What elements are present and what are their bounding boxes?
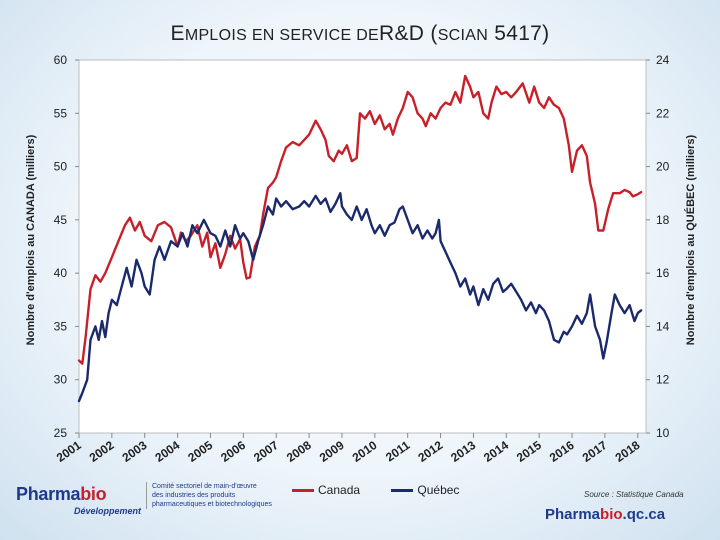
website-url[interactable]: Pharmabio.qc.ca: [545, 506, 665, 523]
right-tick-label: 18: [656, 213, 670, 227]
x-tick-label: 2012: [415, 438, 445, 465]
right-tick-label: 22: [656, 106, 670, 120]
right-axis-title: Nombre d'emplois au QUÉBEC (milliers): [684, 134, 697, 345]
legend-swatch-canada: [292, 489, 314, 493]
left-axis-ticks: 25 30 35 40 45 50 55 60: [54, 53, 79, 440]
x-tick-label: 2010: [350, 438, 380, 465]
logo-desc-line-1: Comité sectoriel de main-d'œuvre: [152, 483, 257, 490]
x-tick-label: 2011: [383, 438, 413, 465]
x-tick-label: 2014: [481, 438, 511, 465]
x-tick-label: 2015: [514, 438, 544, 465]
logo-subtitle: Développement: [74, 506, 142, 516]
x-tick-label: 2002: [87, 438, 117, 465]
title-end: 5417): [488, 22, 550, 45]
left-tick-label: 50: [54, 160, 68, 174]
x-tick-label: 2018: [613, 438, 643, 465]
right-tick-label: 12: [656, 373, 670, 387]
plot-area: [78, 59, 647, 434]
logo-desc-line-2: des industries des produits: [152, 492, 236, 499]
logo-desc-line-3: pharmaceutiques et biotechnologiques: [152, 501, 272, 508]
right-tick-label: 16: [656, 266, 670, 280]
x-tick-label: 2005: [185, 438, 215, 465]
title-smallcaps-2: SCIAN: [437, 27, 489, 44]
legend-swatch-quebec: [391, 489, 414, 493]
left-tick-label: 30: [54, 373, 68, 387]
chart-legend: Canada Québec: [292, 483, 487, 497]
chart-title: EMPLOIS EN SERVICE DER&D (SCIAN 5417): [0, 22, 720, 46]
legend-item-canada: Canada: [292, 483, 360, 497]
x-tick-label: 2008: [284, 438, 314, 465]
x-tick-label: 2016: [547, 438, 577, 465]
site-part-2: bio: [600, 506, 623, 523]
x-axis-ticks: 2001 2002 2003 2004 2005 2006 2007 2008 2009 2010…: [54, 433, 643, 465]
x-tick-label: 2001: [54, 438, 84, 465]
pharmabio-logo: Pharmabio Développement Comité sectoriel…: [14, 480, 274, 524]
right-tick-label: 24: [656, 53, 670, 67]
left-axis-title: Nombre d'emplois au CANADA (milliers): [25, 134, 37, 345]
right-tick-label: 20: [656, 160, 670, 174]
x-tick-label: 2006: [218, 438, 248, 465]
logo-wordmark: Pharmabio: [16, 484, 107, 505]
right-axis-ticks: 10 12 14 16 18 20 22 24: [646, 53, 670, 440]
left-tick-label: 25: [54, 426, 68, 440]
source-note: Source : Statistique Canada: [584, 490, 684, 499]
x-tick-label: 2017: [580, 438, 610, 465]
left-tick-label: 35: [54, 319, 68, 333]
x-tick-label: 2009: [317, 438, 347, 465]
x-tick-label: 2003: [120, 438, 150, 465]
series-layer: [77, 74, 643, 403]
right-tick-label: 10: [656, 426, 670, 440]
site-part-3: .qc.ca: [622, 506, 666, 523]
logo-description: Comité sectoriel de main-d'œuvre des ind…: [146, 482, 282, 509]
x-tick-label: 2007: [251, 438, 281, 465]
left-tick-label: 45: [54, 213, 68, 227]
left-tick-label: 40: [54, 266, 68, 280]
site-part-1: Pharma: [545, 506, 601, 523]
x-tick-label: 2013: [448, 438, 478, 465]
title-first: E: [170, 22, 185, 45]
title-smallcaps-1: MPLOIS EN SERVICE DE: [184, 27, 380, 44]
legend-label-quebec: Québec: [417, 483, 460, 497]
legend-item-quebec: Québec: [391, 483, 459, 497]
title-main: R&D (: [379, 22, 438, 45]
logo-word-1: Pharma: [16, 484, 81, 504]
legend-label-canada: Canada: [318, 483, 361, 497]
left-tick-label: 55: [54, 106, 68, 120]
left-tick-label: 60: [54, 53, 68, 67]
logo-word-2: bio: [80, 484, 107, 504]
x-tick-label: 2004: [152, 438, 182, 465]
series-line-qubec: [77, 191, 643, 403]
right-tick-label: 14: [656, 319, 670, 333]
